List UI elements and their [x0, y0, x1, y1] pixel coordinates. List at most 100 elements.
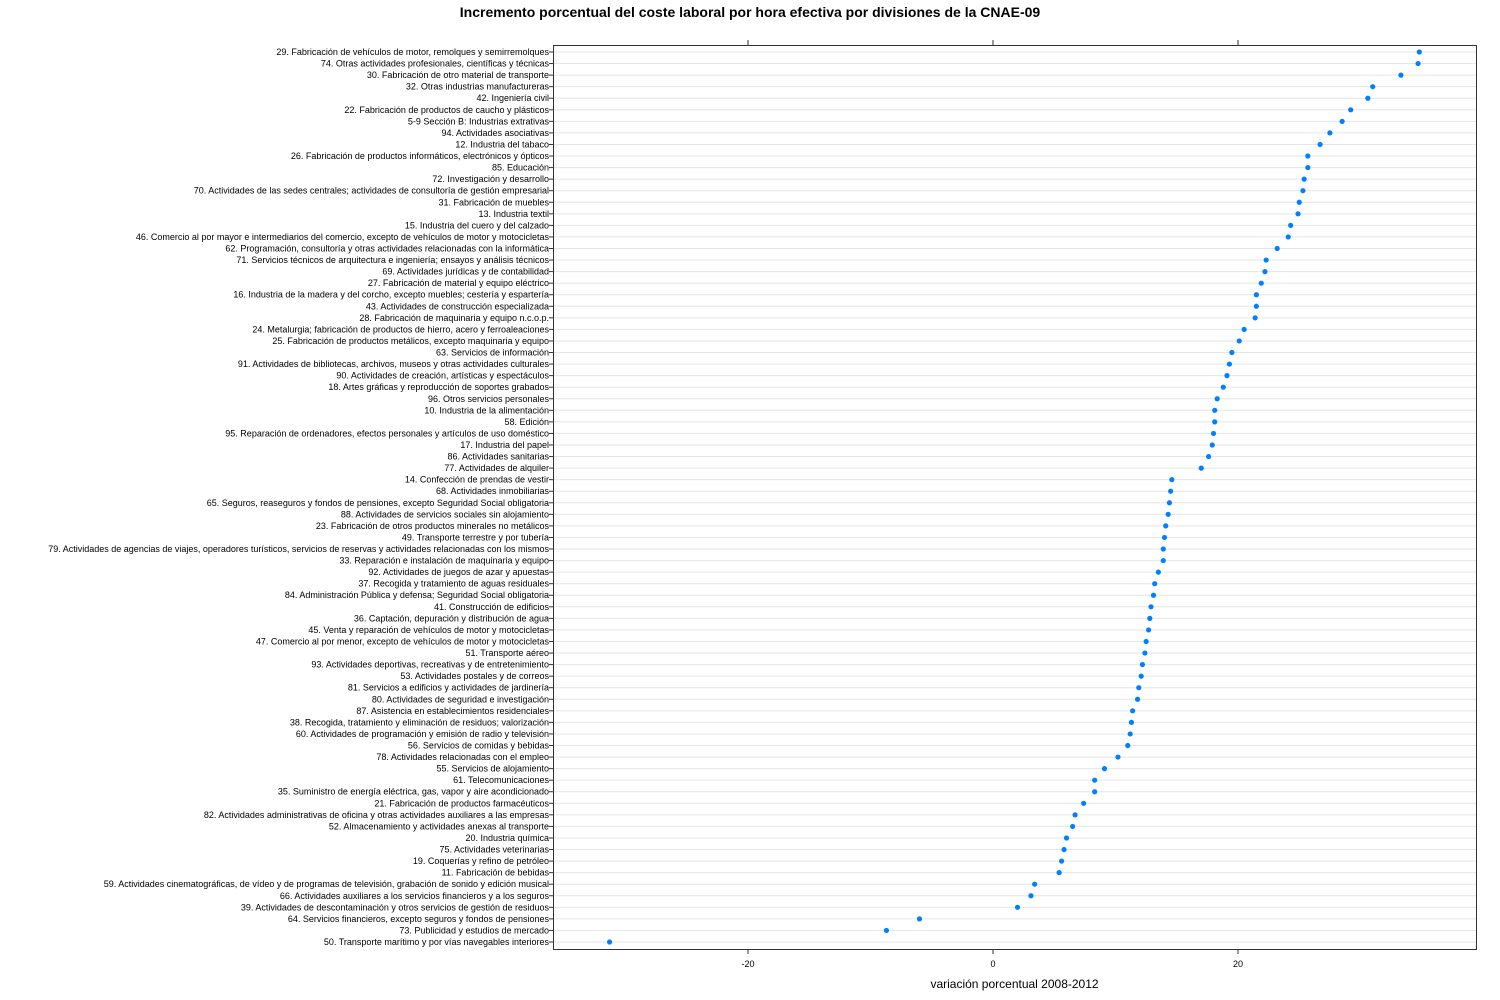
category-label: 46. Comercio al por mayor e intermediari… [136, 232, 550, 242]
category-label: 77. Actividades de alquiler [444, 463, 549, 473]
category-label: 20. Industria química [465, 833, 549, 843]
category-label: 75. Actividades veterinarias [439, 845, 549, 855]
data-point [1295, 211, 1301, 217]
category-label: 15. Industria del cuero y del calzado [405, 220, 549, 230]
category-label: 25. Fabricación de productos metálicos, … [272, 336, 549, 346]
data-point [1415, 60, 1421, 67]
category-label: 70. Actividades de las sedes centrales; … [194, 186, 549, 196]
data-point [916, 916, 923, 922]
category-label: 72. Investigación y desarrollo [432, 174, 549, 184]
data-point [1300, 188, 1306, 194]
data-point [1032, 881, 1038, 887]
category-label: 43. Actividades de construcción especial… [366, 301, 549, 311]
chart-title: Incremento porcentual del coste laboral … [459, 4, 1041, 20]
category-label: 88. Actividades de servicios sociales si… [341, 509, 549, 519]
data-point [1348, 107, 1354, 113]
category-label: 65. Seguros, reaseguros y fondos de pens… [207, 498, 549, 508]
data-point [1198, 465, 1204, 471]
category-label: 95. Reparación de ordenadores, efectos p… [225, 428, 549, 438]
data-point [1152, 581, 1158, 587]
category-label: 66. Actividades auxiliares a los servici… [280, 891, 550, 901]
data-point [1224, 373, 1230, 379]
data-point [1138, 673, 1144, 679]
category-label: 30. Fabricación de otro material de tran… [367, 70, 549, 80]
data-point [1125, 742, 1131, 749]
plot-frame [553, 45, 1477, 950]
category-label: 13. Industria textil [478, 209, 549, 219]
data-point [1212, 407, 1218, 413]
data-point [1253, 292, 1259, 298]
data-point [1061, 846, 1067, 853]
data-point [1092, 789, 1098, 795]
category-label: 29. Fabricación de vehículos de motor, r… [276, 47, 549, 57]
category-label: 69. Actividades jurídicas y de contabili… [382, 267, 549, 277]
data-point [606, 939, 613, 945]
category-label: 73. Publicidad y estudios de mercado [399, 925, 549, 935]
category-label: 45. Venta y reparación de vehículos de m… [308, 625, 549, 635]
data-point [1263, 257, 1269, 263]
category-label: 90. Actividades de creación, artísticas … [336, 371, 549, 381]
category-label: 36. Captación, depuración y distribución… [354, 613, 549, 623]
category-label: 62. Programación, consultoría y otras ac… [225, 243, 549, 253]
category-label: 16. Industria de la madera y del corcho,… [233, 290, 549, 300]
x-axis-label: variación porcentual 2008-2012 [930, 977, 1099, 991]
category-label: 68. Actividades inmobiliarias [436, 486, 550, 496]
data-point [1210, 430, 1217, 437]
category-label: 79. Actividades de agencias de viajes, o… [48, 544, 549, 554]
data-point [1150, 592, 1157, 598]
data-point [1327, 130, 1333, 136]
category-label: 32. Otras industrias manufactureras [406, 82, 550, 92]
category-label: 53. Actividades postales y de correos [400, 671, 549, 681]
data-point [1236, 338, 1242, 344]
data-point [1214, 396, 1220, 402]
data-point [1056, 870, 1062, 876]
data-point [1416, 49, 1422, 55]
data-point [1168, 488, 1174, 494]
category-label: 64. Servicios financieros, excepto segur… [288, 914, 550, 924]
category-label: 50. Transporte marítimo y por vías naveg… [324, 937, 550, 947]
category-label: 26. Fabricación de productos informático… [291, 151, 550, 161]
data-point [1155, 569, 1161, 575]
category-label: 35. Suministro de energía eléctrica, gas… [278, 787, 549, 797]
data-point [1134, 696, 1141, 702]
x-tick-label: -20 [741, 959, 754, 969]
data-point [1127, 731, 1133, 737]
data-point [1317, 141, 1323, 148]
category-label: 28. Fabricación de maquinaria y equipo n… [359, 313, 549, 323]
data-point [1128, 719, 1135, 725]
data-point [1296, 199, 1302, 205]
data-point [1101, 766, 1108, 772]
category-label: 85. Educación [492, 163, 549, 173]
category-label: 74. Otras actividades profesionales, cie… [321, 59, 550, 69]
category-label: 42. Ingeniería civil [476, 93, 549, 103]
category-label: 31. Fabricación de muebles [438, 197, 549, 207]
category-label: 12. Industria del tabaco [455, 139, 549, 149]
data-point [1305, 164, 1311, 171]
data-point [1014, 904, 1021, 910]
data-point [1145, 627, 1152, 633]
category-label: 63. Servicios de información [436, 348, 549, 358]
category-label: 84. Administración Pública y defensa; Se… [285, 590, 549, 600]
category-label: 93. Actividades deportivas, recreativas … [311, 660, 549, 670]
data-point [1163, 523, 1169, 529]
data-point [1028, 893, 1034, 899]
category-label: 80. Actividades de seguridad e investiga… [372, 694, 549, 704]
data-point [1147, 615, 1153, 621]
data-point [1059, 858, 1065, 864]
category-label: 49. Transporte terrestre y por tubería [402, 532, 549, 542]
category-label: 39. Actividades de descontaminación y ot… [241, 902, 550, 912]
data-point [1070, 823, 1076, 830]
category-label: 58. Edición [504, 417, 549, 427]
data-point [1229, 349, 1235, 356]
category-label: 11. Fabricación de bebidas [442, 868, 550, 878]
data-point [1081, 800, 1087, 806]
category-label: 78. Actividades relacionadas con el empl… [376, 752, 549, 762]
data-point [1139, 661, 1146, 668]
category-label: 86. Actividades sanitarias [447, 452, 549, 462]
category-label: 41. Construcción de edificios [434, 602, 550, 612]
category-label: 47. Comercio al por menor, excepto de ve… [256, 636, 550, 646]
category-label: 33. Reparación e instalación de maquinar… [339, 556, 549, 566]
category-label: 92. Actividades de juegos de azar y apue… [368, 567, 549, 577]
data-point [1143, 638, 1149, 645]
data-point [1274, 245, 1280, 252]
